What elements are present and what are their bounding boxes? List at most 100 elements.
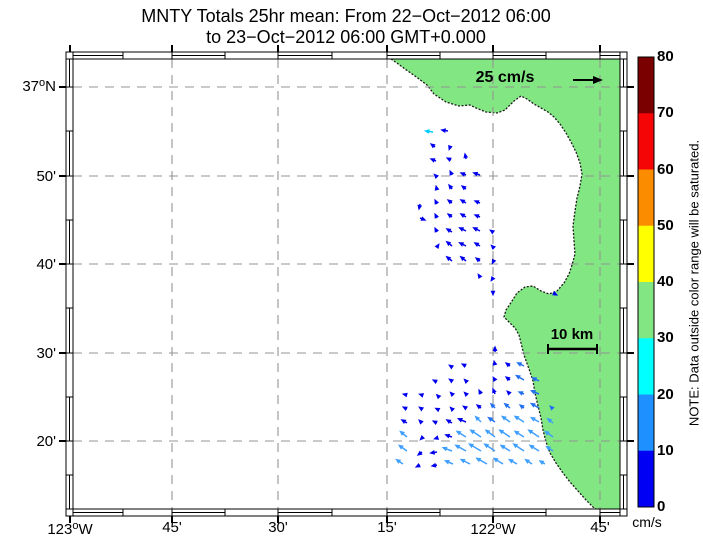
- current-vector-head: [492, 359, 498, 366]
- y-axis-tick-label: 37oN: [22, 77, 56, 95]
- x-axis-tick-label: 45': [590, 519, 610, 536]
- current-vector-head: [456, 418, 463, 423]
- map-frame-inner: [72, 58, 621, 510]
- current-vector-head: [513, 430, 520, 436]
- colorbar-unit-label: cm/s: [632, 514, 662, 530]
- current-vector-head: [434, 184, 440, 191]
- colorbar-tick-label: 0: [657, 498, 666, 515]
- current-vector-head: [430, 462, 437, 468]
- current-vector-head: [473, 214, 480, 219]
- current-vector-head: [478, 388, 484, 395]
- current-vector-head: [500, 415, 507, 421]
- current-vector-head: [431, 420, 438, 426]
- current-vector-head: [449, 169, 455, 176]
- x-axis-tick-label: 30': [268, 519, 288, 536]
- x-axis-tick-label: 123oW: [47, 520, 93, 538]
- current-vector-head: [498, 429, 505, 435]
- current-vector-head: [401, 392, 408, 398]
- current-vector-head: [429, 450, 436, 455]
- current-vector-head: [459, 199, 466, 204]
- current-vector-head: [513, 415, 520, 421]
- current-vector-head: [489, 229, 496, 235]
- current-vector-head: [472, 227, 479, 232]
- colorbar-tick-label: 20: [657, 385, 674, 403]
- colorbar-segment: [638, 113, 654, 170]
- current-vector-head: [499, 444, 506, 450]
- current-vector-head: [458, 227, 465, 232]
- current-vector-head: [459, 172, 466, 177]
- current-vector-head: [462, 405, 469, 411]
- x-axis-tick-label: 45': [162, 519, 182, 536]
- colorbar-segment: [638, 282, 654, 339]
- y-axis-tick-label: 30': [36, 345, 56, 362]
- current-vector-head: [445, 255, 452, 262]
- current-vector-head: [399, 430, 405, 436]
- current-vector-head: [518, 404, 525, 410]
- current-vector-head: [538, 460, 545, 465]
- current-vector-head: [552, 290, 559, 296]
- current-vector-head: [491, 258, 497, 265]
- current-vector-head: [516, 362, 523, 367]
- current-vector-head: [460, 185, 467, 191]
- reference-arrow-head: [593, 76, 603, 84]
- current-vector-head: [433, 173, 439, 179]
- current-vector-head: [423, 129, 430, 134]
- current-vector-head: [459, 213, 466, 218]
- colorbar-segment: [638, 57, 654, 114]
- current-vector-head: [454, 444, 461, 450]
- scale-bar-label: 10 km: [550, 326, 594, 343]
- current-vector-head: [434, 212, 440, 219]
- colorbar-segment: [638, 450, 654, 508]
- current-vector-head: [448, 364, 455, 370]
- current-vector-head: [418, 406, 425, 412]
- current-vector-head: [445, 240, 452, 247]
- current-vector-head: [529, 390, 536, 395]
- current-vector-head: [507, 458, 514, 464]
- current-vector-head: [446, 213, 453, 219]
- current-vector-head: [420, 216, 427, 221]
- current-vector-head: [418, 419, 424, 425]
- current-vector-head: [459, 255, 466, 262]
- current-vector-head: [419, 435, 425, 441]
- current-vector-head: [474, 257, 481, 263]
- colorbar-tick-label: 60: [657, 160, 674, 178]
- current-vector-head: [483, 443, 490, 449]
- coastline: [390, 58, 597, 510]
- colorbar-tick-label: 80: [657, 48, 674, 65]
- current-vector-head: [545, 445, 552, 451]
- figure-title-line2: to 23−Oct−2012 06:00 GMT+0.000: [206, 27, 486, 47]
- reference-arrow-label: 25 cm/s: [475, 69, 535, 86]
- current-vector-head: [475, 457, 482, 463]
- current-vector-head: [459, 458, 466, 464]
- current-vector-head: [490, 290, 496, 297]
- current-vector-head: [460, 363, 467, 369]
- figure-title-line1: MNTY Totals 25hr mean: From 22−Oct−2012 …: [141, 6, 551, 26]
- current-vector-head: [445, 228, 452, 233]
- current-vector-head: [455, 430, 462, 436]
- current-vector-head: [463, 391, 469, 397]
- current-vector-head: [529, 416, 536, 422]
- current-vector-head: [549, 405, 555, 411]
- current-vector-head: [431, 379, 438, 385]
- current-vector-head: [468, 443, 474, 449]
- current-vector-head: [458, 242, 465, 247]
- current-vector-head: [504, 376, 511, 382]
- current-vector-head: [429, 158, 436, 163]
- current-vector-head: [440, 128, 447, 133]
- current-vector-head: [443, 460, 450, 465]
- colorbar-tick-label: 10: [657, 441, 674, 459]
- current-vector-head: [504, 362, 511, 368]
- current-vector-head: [417, 204, 423, 211]
- colorbar-segment: [638, 394, 654, 452]
- x-axis-tick-label: 122oW: [470, 520, 516, 538]
- current-vector-head: [473, 200, 480, 205]
- current-vector-head: [463, 378, 469, 384]
- current-vector-head: [492, 457, 499, 463]
- current-vector-head: [475, 404, 482, 410]
- current-vector-head: [433, 435, 440, 440]
- current-vector-head: [524, 458, 531, 464]
- current-vector-head: [546, 417, 553, 424]
- colorbar-tick-label: 70: [657, 104, 674, 122]
- current-vector-head: [429, 143, 436, 149]
